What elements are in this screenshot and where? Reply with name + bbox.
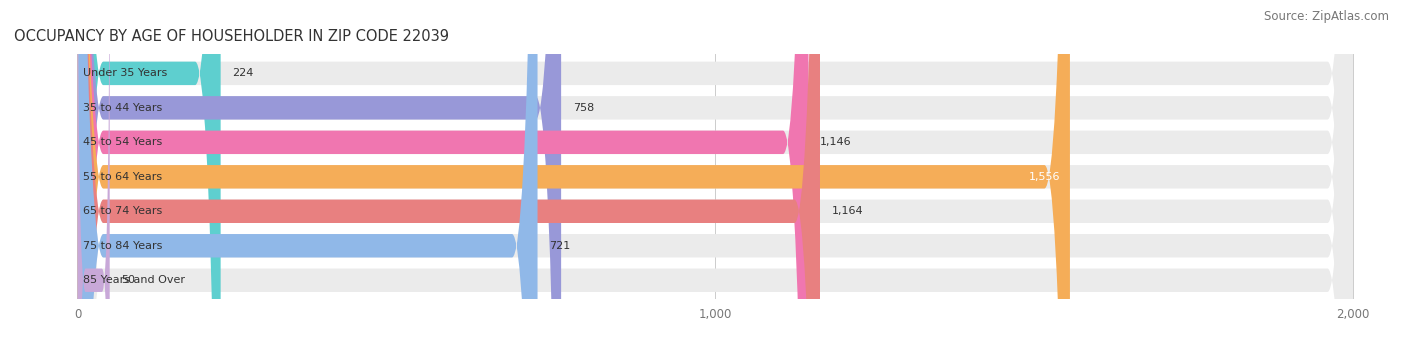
FancyBboxPatch shape	[77, 0, 808, 340]
Text: 85 Years and Over: 85 Years and Over	[83, 275, 186, 285]
Text: 35 to 44 Years: 35 to 44 Years	[83, 103, 162, 113]
FancyBboxPatch shape	[77, 0, 561, 340]
Text: OCCUPANCY BY AGE OF HOUSEHOLDER IN ZIP CODE 22039: OCCUPANCY BY AGE OF HOUSEHOLDER IN ZIP C…	[14, 29, 449, 44]
FancyBboxPatch shape	[77, 0, 1353, 340]
FancyBboxPatch shape	[77, 0, 820, 340]
Text: 55 to 64 Years: 55 to 64 Years	[83, 172, 162, 182]
Text: 50: 50	[121, 275, 135, 285]
Text: 721: 721	[548, 241, 571, 251]
Text: 1,164: 1,164	[831, 206, 863, 216]
FancyBboxPatch shape	[77, 0, 1070, 340]
FancyBboxPatch shape	[77, 0, 1353, 340]
FancyBboxPatch shape	[77, 0, 1353, 340]
Text: 65 to 74 Years: 65 to 74 Years	[83, 206, 162, 216]
Text: 45 to 54 Years: 45 to 54 Years	[83, 137, 162, 147]
Text: Source: ZipAtlas.com: Source: ZipAtlas.com	[1264, 10, 1389, 23]
FancyBboxPatch shape	[77, 0, 1353, 340]
FancyBboxPatch shape	[77, 0, 221, 340]
Text: 1,146: 1,146	[820, 137, 852, 147]
Text: 758: 758	[572, 103, 593, 113]
FancyBboxPatch shape	[77, 0, 1353, 340]
Text: Under 35 Years: Under 35 Years	[83, 68, 167, 78]
FancyBboxPatch shape	[77, 0, 1353, 340]
Text: 75 to 84 Years: 75 to 84 Years	[83, 241, 162, 251]
Text: 224: 224	[232, 68, 253, 78]
FancyBboxPatch shape	[77, 0, 110, 340]
FancyBboxPatch shape	[77, 0, 1353, 340]
FancyBboxPatch shape	[77, 0, 537, 340]
Text: 1,556: 1,556	[1029, 172, 1060, 182]
